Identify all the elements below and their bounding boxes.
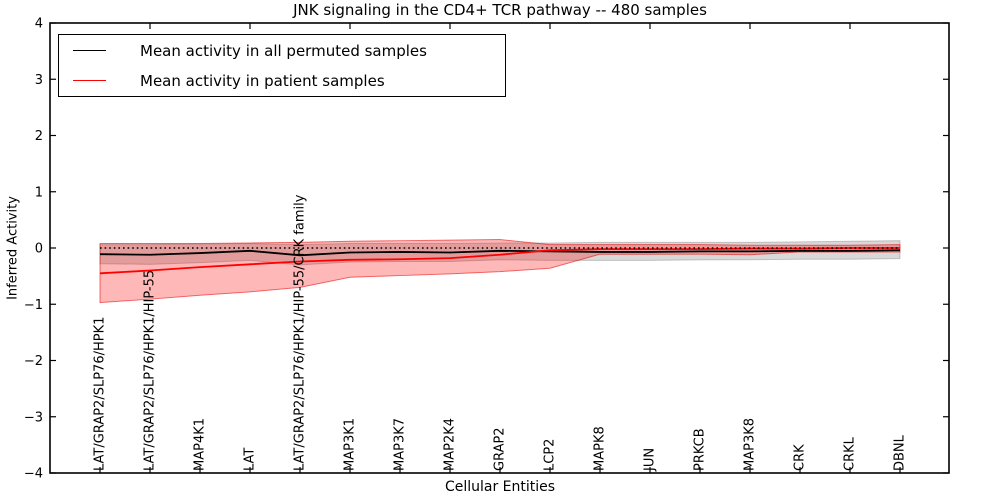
chart-title: JNK signaling in the CD4+ TCR pathway --…	[293, 1, 707, 19]
legend-entry-patient: Mean activity in patient samples	[59, 66, 505, 95]
x-tick-label: MAP3K1	[343, 418, 358, 471]
y-tick-label: −2	[24, 354, 43, 369]
legend-box: Mean activity in all permuted samples Me…	[58, 34, 506, 97]
y-tick-label: −1	[24, 298, 43, 313]
y-tick-label: 3	[35, 73, 43, 88]
x-tick-label: JUN	[643, 448, 658, 472]
legend-label-permuted: Mean activity in all permuted samples	[140, 41, 427, 60]
legend-line-black-icon	[73, 50, 106, 51]
patient-mean-line	[99, 247, 900, 275]
y-tick-label: 0	[35, 242, 43, 257]
x-tick-label: CRK	[793, 444, 808, 471]
y-tick-label: 2	[35, 129, 43, 144]
y-tick-label: −4	[24, 467, 43, 482]
legend-label-patient: Mean activity in patient samples	[140, 71, 385, 90]
legend-line-red-icon	[73, 80, 106, 81]
x-tick-label: GRAP2	[493, 427, 508, 471]
legend-entry-permuted: Mean activity in all permuted samples	[59, 36, 505, 65]
x-tick-label: MAP3K8	[743, 418, 758, 471]
x-tick-label: LCP2	[543, 439, 558, 471]
x-tick-label: LAT	[243, 448, 258, 471]
x-tick-label: LAT/GRAP2/SLP76/HPK1	[93, 317, 108, 471]
x-tick-label: LAT/GRAP2/SLP76/HPK1/HIP-55	[143, 270, 158, 471]
x-tick-label: MAPK8	[593, 426, 608, 471]
x-tick-label: PRKCB	[693, 428, 708, 471]
permuted-mean-line	[99, 249, 901, 257]
y-axis-label: Inferred Activity	[5, 196, 21, 300]
y-tick-label: −3	[24, 410, 43, 425]
x-tick-label: CRKL	[843, 436, 858, 471]
x-tick-label: MAP2K4	[443, 418, 458, 471]
x-tick-label: MAP3K7	[393, 418, 408, 471]
x-axis-label: Cellular Entities	[444, 479, 556, 495]
y-tick-label: 1	[35, 185, 43, 200]
y-tick-label: 4	[35, 17, 43, 32]
x-tick-label: MAP4K1	[193, 418, 208, 471]
x-tick-label: LAT/GRAP2/SLP76/HPK1/HIP-55/CRK family	[293, 194, 308, 471]
permuted-band	[99, 240, 901, 266]
x-tick-label: DBNL	[893, 434, 908, 471]
